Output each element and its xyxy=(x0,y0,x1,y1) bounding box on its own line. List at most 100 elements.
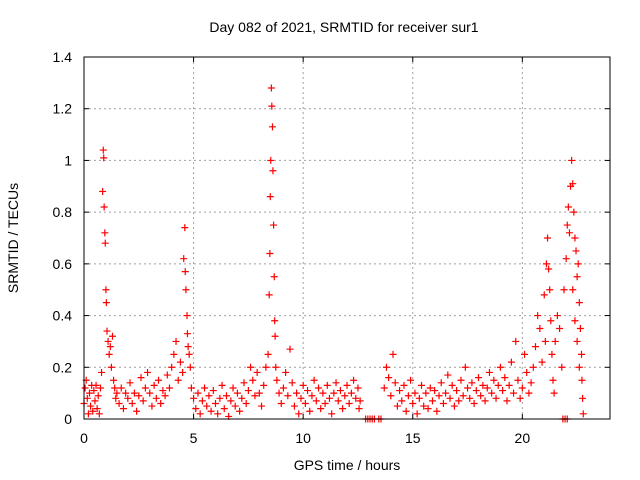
data-point xyxy=(308,392,316,400)
data-point xyxy=(479,381,487,389)
data-point xyxy=(286,345,294,353)
data-point xyxy=(343,381,351,389)
data-point xyxy=(295,410,303,418)
data-point xyxy=(122,389,130,397)
data-point xyxy=(492,394,500,402)
data-point xyxy=(444,371,452,379)
data-point xyxy=(527,379,535,387)
data-point xyxy=(81,384,89,392)
data-point xyxy=(570,208,578,216)
data-point xyxy=(564,203,572,211)
data-point xyxy=(236,407,244,415)
data-point xyxy=(568,156,576,164)
data-point xyxy=(402,407,410,415)
data-point xyxy=(107,363,115,371)
data-point xyxy=(546,286,554,294)
data-point xyxy=(222,392,230,400)
y-tick-label: 0 xyxy=(64,411,72,427)
y-tick-label: 1.2 xyxy=(53,101,73,117)
y-tick-label: 0.4 xyxy=(53,308,73,324)
data-point xyxy=(96,384,104,392)
data-point xyxy=(428,397,436,405)
data-point xyxy=(560,286,568,294)
x-tick-label: 0 xyxy=(80,430,88,446)
y-tick-label: 1.4 xyxy=(53,49,73,65)
data-point xyxy=(102,299,110,307)
x-axis-label: GPS time / hours xyxy=(294,457,401,473)
data-point xyxy=(84,410,92,418)
data-point xyxy=(205,392,213,400)
data-point xyxy=(380,384,388,392)
data-point xyxy=(95,410,103,418)
data-point xyxy=(124,394,132,402)
data-point xyxy=(424,405,432,413)
data-point xyxy=(247,363,255,371)
data-point xyxy=(573,337,581,345)
data-point xyxy=(569,286,577,294)
data-point xyxy=(266,250,274,258)
data-point xyxy=(176,358,184,366)
data-point xyxy=(545,265,553,273)
data-point xyxy=(277,399,285,407)
y-tick-label: 0.8 xyxy=(53,204,73,220)
data-point xyxy=(183,330,191,338)
data-point xyxy=(571,317,579,325)
data-point xyxy=(407,376,415,384)
data-point xyxy=(330,389,338,397)
data-point xyxy=(103,327,111,335)
data-point xyxy=(264,350,272,358)
data-point xyxy=(102,286,110,294)
data-point xyxy=(448,381,456,389)
data-point xyxy=(183,312,191,320)
data-point xyxy=(321,399,329,407)
data-point xyxy=(266,193,274,201)
data-point xyxy=(186,363,194,371)
data-point xyxy=(523,368,531,376)
data-point xyxy=(426,384,434,392)
data-point xyxy=(209,387,217,395)
data-point xyxy=(255,389,263,397)
data-point xyxy=(304,387,312,395)
y-axis-label: SRMTID / TECUs xyxy=(5,183,21,293)
data-point xyxy=(262,363,270,371)
data-point xyxy=(108,332,116,340)
data-point xyxy=(439,399,447,407)
data-point xyxy=(100,203,108,211)
data-point xyxy=(531,343,539,351)
data-point xyxy=(270,221,278,229)
data-point xyxy=(207,407,215,415)
data-point xyxy=(161,392,169,400)
data-point xyxy=(168,363,176,371)
x-tick-label: 10 xyxy=(295,430,311,446)
data-point xyxy=(549,376,557,384)
data-point xyxy=(548,350,556,358)
data-point xyxy=(238,394,246,402)
data-point xyxy=(496,363,504,371)
data-point xyxy=(396,387,404,395)
data-point xyxy=(514,376,522,384)
data-point xyxy=(341,392,349,400)
data-point xyxy=(477,392,485,400)
data-points xyxy=(80,84,587,423)
data-point xyxy=(575,363,583,371)
data-point xyxy=(352,394,360,402)
data-point xyxy=(475,374,482,382)
data-point xyxy=(339,405,347,413)
data-point xyxy=(172,337,180,345)
data-point xyxy=(501,374,509,382)
data-point xyxy=(400,381,408,389)
data-point xyxy=(435,392,443,400)
data-point xyxy=(180,255,188,263)
data-point xyxy=(115,399,123,407)
data-point xyxy=(179,368,187,376)
data-point xyxy=(258,402,266,410)
data-point xyxy=(350,376,358,384)
y-tick-label: 0.2 xyxy=(53,359,73,375)
data-point xyxy=(101,229,109,237)
data-point xyxy=(315,384,323,392)
data-point xyxy=(83,394,91,402)
data-point xyxy=(100,154,108,162)
data-point xyxy=(461,363,469,371)
data-point xyxy=(459,392,467,400)
data-point xyxy=(244,387,252,395)
